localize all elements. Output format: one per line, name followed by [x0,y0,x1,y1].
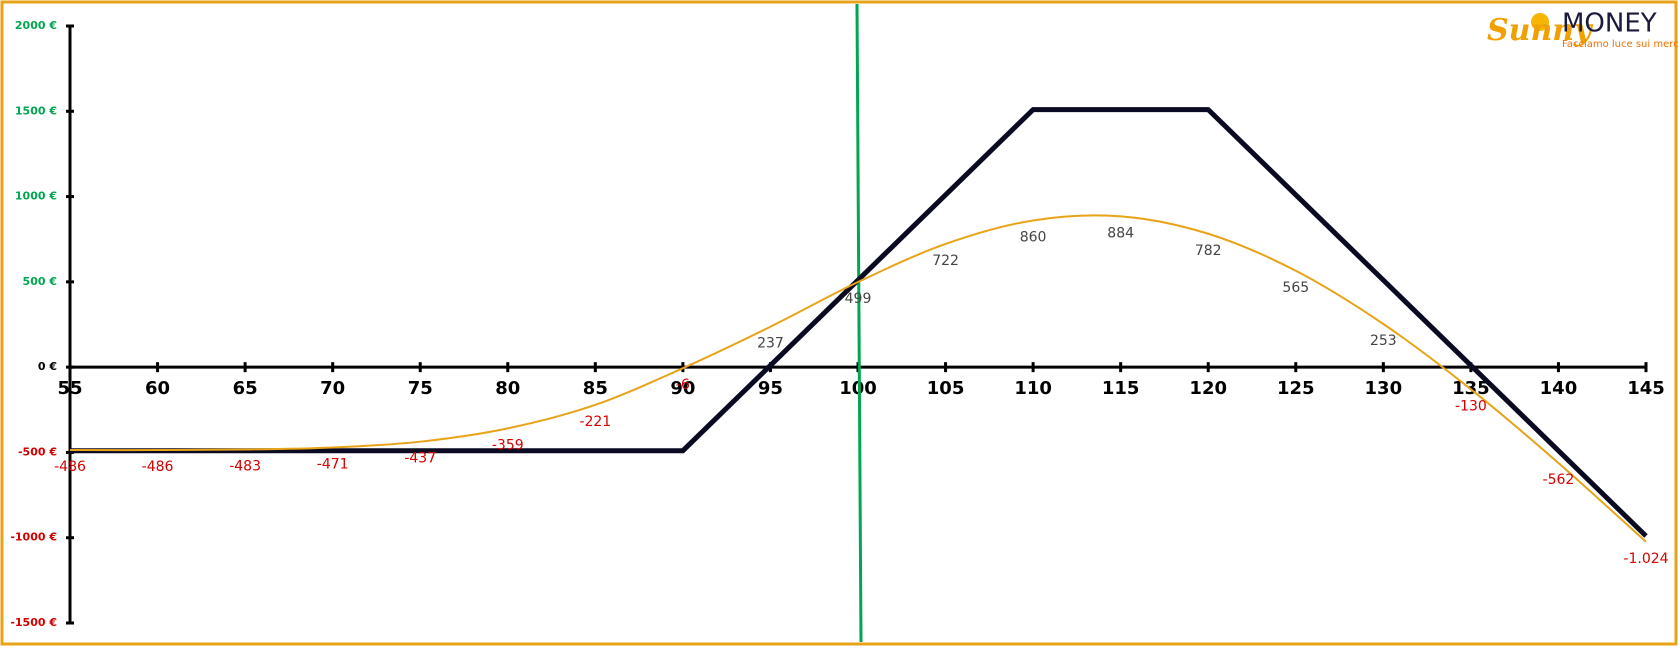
data-label: 237 [757,336,784,352]
x-tick-label: 75 [408,378,433,399]
x-tick-label: 130 [1365,378,1403,399]
data-label: 782 [1195,243,1222,259]
data-label: 253 [1370,333,1397,349]
data-label: 884 [1107,225,1134,241]
data-label: 860 [1020,229,1047,245]
x-tick-label: 90 [670,378,695,399]
x-tick-label: 125 [1277,378,1315,399]
y-tick-label: -1500 € [10,616,57,629]
x-tick-label: 110 [1014,378,1052,399]
x-tick-label: 95 [758,378,783,399]
data-label: -483 [229,459,261,475]
data-label: -486 [142,459,174,475]
y-tick-label: 2000 € [15,19,57,32]
x-tick-label: 145 [1627,378,1665,399]
data-label: 565 [1282,280,1309,296]
x-tick-label: 140 [1540,378,1578,399]
series-line [69,214,1647,543]
logo-sun [1531,13,1549,31]
price-line [855,3,863,643]
logo-brand: Sunny [1487,13,1594,48]
y-tick-label: 500 € [23,275,57,288]
data-label: -471 [317,456,349,472]
x-tick-label: 105 [927,378,965,399]
x-tick-label: 55 [57,378,82,399]
x-tick-label: 65 [233,378,258,399]
logo: Sunny MONEY Facciamo luce sui mercati [1487,9,1678,51]
x-tick-label: 120 [1189,378,1227,399]
data-label: -130 [1455,398,1487,414]
logo-brand: MONEY [1562,9,1657,39]
y-tick-label: 1500 € [15,104,57,117]
y-tick-label: -1000 € [10,531,57,544]
data-label: -437 [404,451,436,467]
y-tick-label: 0 € [38,360,57,373]
x-tick-label: 70 [320,378,345,399]
data-label: 499 [845,291,872,307]
data-label: -562 [1543,472,1575,488]
logo-tagline: Facciamo luce sui mercati [1562,39,1678,50]
x-tick-label: 85 [583,378,608,399]
x-tick-label: 60 [145,378,170,399]
data-label: -486 [54,459,86,475]
x-tick-label: 80 [495,378,520,399]
data-label: -221 [579,414,611,430]
y-tick-label: -500 € [18,445,57,458]
data-label: -1.024 [1623,551,1668,567]
data-label: -6 [676,377,690,393]
data-label: 722 [932,253,959,269]
x-tick-label: 115 [1102,378,1140,399]
y-tick-label: 1000 € [15,190,57,203]
series-line [70,107,1648,538]
data-label: -359 [492,437,524,453]
